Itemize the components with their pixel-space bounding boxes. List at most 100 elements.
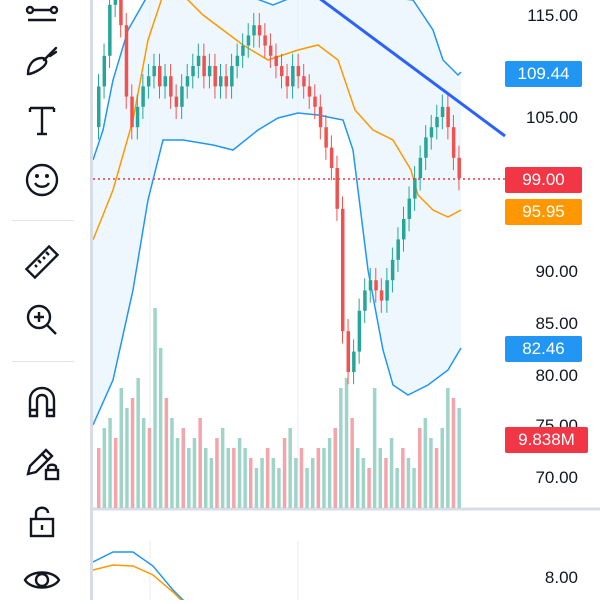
volume-bar xyxy=(423,418,428,508)
volume-bar xyxy=(288,428,292,508)
lower-band-badge: 82.46 xyxy=(505,336,582,362)
candle-body xyxy=(307,86,312,97)
volume-bar xyxy=(311,458,315,508)
volume-bar xyxy=(187,448,191,508)
measure-tool[interactable] xyxy=(18,238,66,286)
chart-area[interactable]: 115.00 105.00 90.00 85.00 80.00 75.00 70… xyxy=(93,0,600,600)
volume-bar xyxy=(322,448,326,508)
volume-bar xyxy=(130,398,135,508)
candle-body xyxy=(368,280,373,291)
volume-bar xyxy=(209,458,214,508)
volume-bar xyxy=(418,428,422,508)
volume-bar xyxy=(142,418,146,508)
magnet-tool[interactable] xyxy=(18,378,66,426)
volume-bar xyxy=(378,448,382,508)
volume-bar xyxy=(265,448,270,508)
candle-body xyxy=(219,76,223,87)
volume-bar xyxy=(277,468,281,508)
volume-bar xyxy=(158,348,163,508)
candle-body xyxy=(113,0,118,5)
volume-bar xyxy=(108,418,112,508)
candle-body xyxy=(169,76,173,97)
candle-body xyxy=(396,239,400,260)
volume-bar xyxy=(136,378,140,508)
volume-bar xyxy=(232,448,236,508)
volume-bar xyxy=(294,458,298,508)
zoom-tool[interactable] xyxy=(18,296,66,344)
volume-badge: 9.838M xyxy=(505,427,588,453)
candle-body xyxy=(329,147,334,168)
lock-drawings-tool[interactable] xyxy=(18,438,66,486)
candle-body xyxy=(185,76,190,87)
visibility-tool[interactable] xyxy=(18,556,66,604)
candle-body xyxy=(202,55,206,77)
volume-bar xyxy=(102,428,107,508)
volume-bar xyxy=(260,458,264,508)
volume-bar xyxy=(384,458,388,508)
price-label-105: 105.00 xyxy=(526,108,578,127)
candle-body xyxy=(230,66,234,87)
candle-body xyxy=(235,55,240,66)
candle-body xyxy=(274,55,278,66)
volume-bar xyxy=(271,458,276,508)
magnet-icon xyxy=(28,386,56,418)
candle-body xyxy=(424,137,428,158)
text-tool[interactable] xyxy=(18,96,66,144)
candle-body xyxy=(196,55,201,66)
toolbar-separator xyxy=(12,361,74,362)
candle-body xyxy=(158,66,162,87)
brush-tool[interactable] xyxy=(18,38,66,86)
volume-bar xyxy=(339,388,343,508)
drawing-toolbar xyxy=(0,0,93,600)
candle-body xyxy=(335,168,339,209)
candlesticks xyxy=(97,0,461,385)
candle-body xyxy=(252,25,256,36)
volume-bar xyxy=(175,438,180,508)
volume-bar xyxy=(434,448,439,508)
candle-body xyxy=(379,290,384,301)
lock-tool[interactable] xyxy=(18,497,66,545)
zoom-in-icon xyxy=(26,304,57,335)
candle-body xyxy=(385,280,389,301)
candle-body xyxy=(302,76,306,87)
candle-body xyxy=(429,127,434,138)
candle-body xyxy=(130,96,134,128)
text-icon xyxy=(28,106,56,136)
overlays xyxy=(93,0,506,600)
volume-bar xyxy=(372,388,377,508)
candle-body xyxy=(352,351,356,372)
price-chart[interactable] xyxy=(93,0,600,600)
candle-body xyxy=(413,178,417,199)
brush-icon xyxy=(26,46,58,76)
candle-body xyxy=(257,25,262,36)
candle-body xyxy=(207,66,212,77)
volume-bar xyxy=(170,418,174,508)
volume-bar xyxy=(220,428,225,508)
last-price-badge: 99.00 xyxy=(505,167,582,193)
volume-bar xyxy=(215,438,219,508)
candle-body xyxy=(119,0,123,26)
trend-line-icon xyxy=(25,5,59,22)
volume-bar xyxy=(113,438,118,508)
candle-body xyxy=(141,86,145,107)
volume-bar xyxy=(192,438,197,508)
unlock-icon xyxy=(29,506,55,538)
candle-body xyxy=(313,96,317,107)
volume-bar xyxy=(316,448,321,508)
candle-body xyxy=(291,66,295,87)
volume-bar xyxy=(237,438,242,508)
candle-body xyxy=(108,4,112,56)
price-label-70: 70.00 xyxy=(535,468,578,487)
trend-line[interactable] xyxy=(315,0,506,138)
volume-bar xyxy=(361,458,366,508)
emoji-tool[interactable] xyxy=(18,156,66,204)
candle-body xyxy=(97,86,101,128)
price-label-115: 115.00 xyxy=(527,6,578,25)
band-fill xyxy=(93,0,461,425)
price-label-85: 85.00 xyxy=(535,314,578,333)
candle-body xyxy=(451,127,456,158)
candle-body xyxy=(280,66,284,77)
volume-bar xyxy=(305,468,309,508)
trend-line-tool[interactable] xyxy=(18,0,66,34)
candle-body xyxy=(285,76,290,87)
